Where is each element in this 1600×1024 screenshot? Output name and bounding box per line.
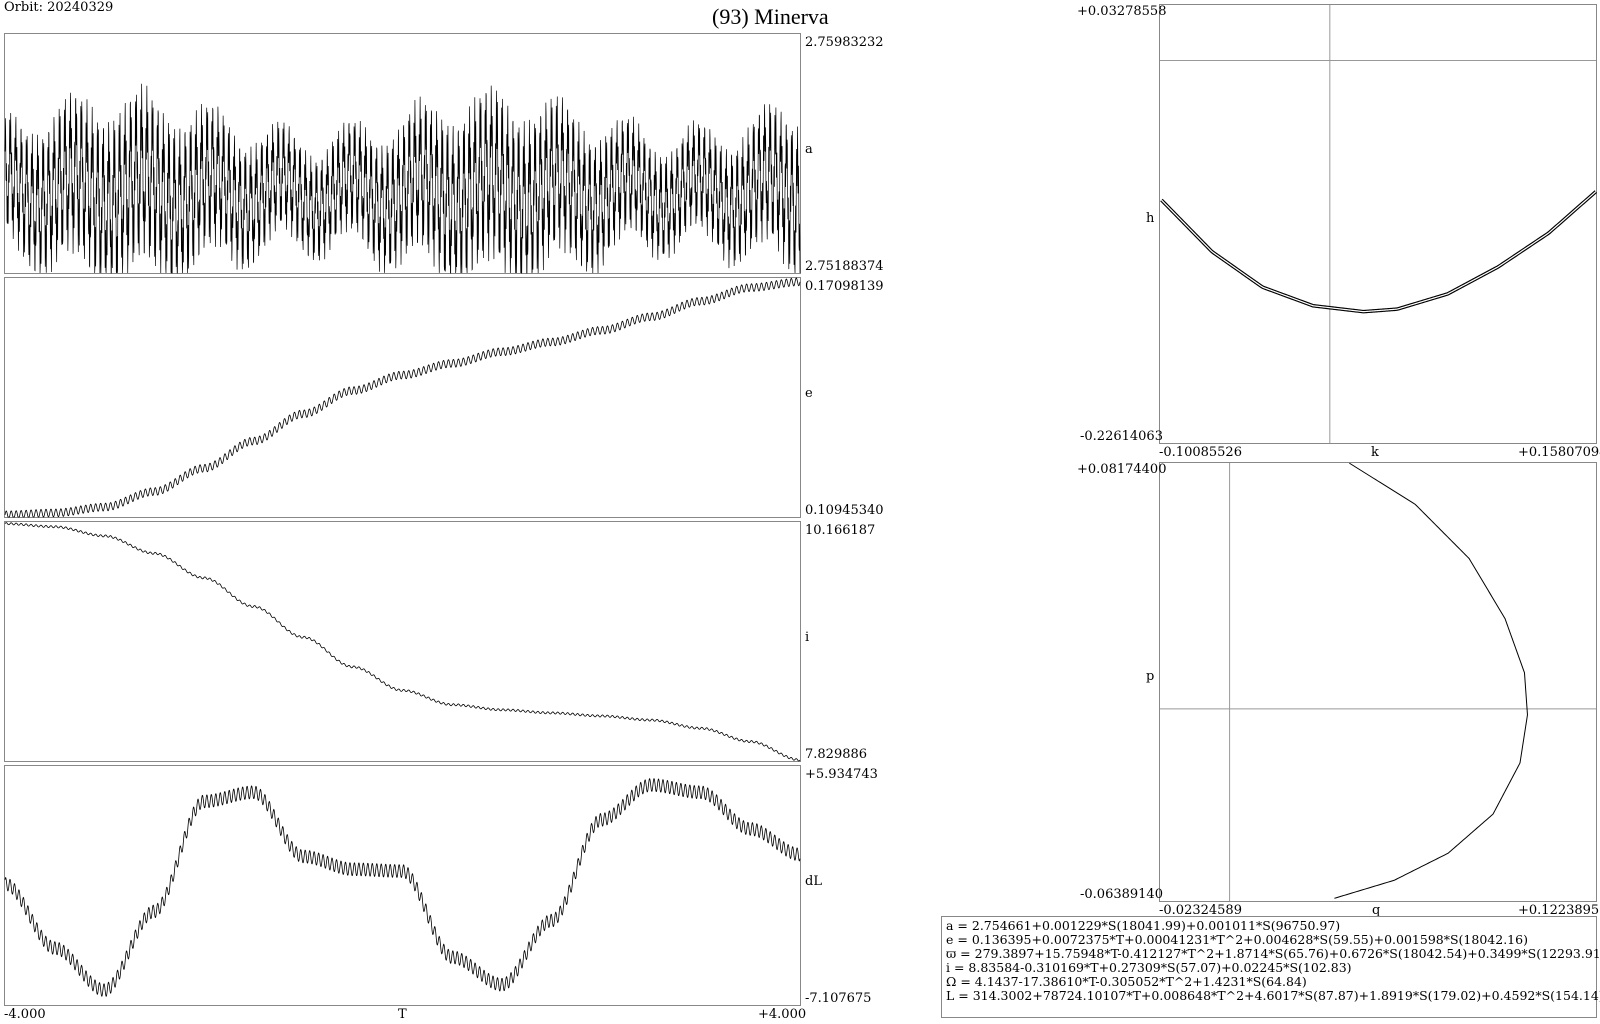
hk-xmin-label: -0.10085526 xyxy=(1159,445,1242,460)
i-ymin-label: 7.829886 xyxy=(805,747,868,762)
panel-dL xyxy=(4,765,801,1006)
hk-axis-label-h: h xyxy=(1146,211,1155,226)
panel-hk xyxy=(1159,4,1597,444)
pq-curve xyxy=(1334,462,1528,899)
plot-title: (93) Minerva xyxy=(712,4,829,29)
dL-ymin-label: -7.107675 xyxy=(805,991,872,1006)
equation-e: e = 0.136395+0.0072375*T+0.00041231*T^2+… xyxy=(946,932,1528,947)
equations-box: a = 2.754661+0.001229*S(18041.99)+0.0010… xyxy=(941,916,1600,1018)
t-max-label: +4.000 xyxy=(758,1007,807,1022)
hk-xmax-label: +0.15807094 xyxy=(1518,445,1600,460)
pq-xmax-label: +0.12238951 xyxy=(1518,903,1600,918)
a-axis-label: a xyxy=(805,142,813,157)
a-ymax-label: 2.75983232 xyxy=(805,35,884,50)
pq-ymin-label: -0.06389140 xyxy=(1080,887,1163,902)
dL-ymax-label: +5.934743 xyxy=(805,767,878,782)
e-ymax-label: 0.17098139 xyxy=(805,279,884,294)
hk-ymin-label: -0.22614063 xyxy=(1080,429,1163,444)
series-e xyxy=(4,277,801,518)
pq-axis-label-q: q xyxy=(1372,903,1381,918)
pq-ymax-label: +0.08174400 xyxy=(1077,462,1167,477)
pq-axis-label-p: p xyxy=(1146,669,1155,684)
panel-e xyxy=(4,277,801,518)
equation-omega: Ω = 4.1437-17.38610*T-0.305052*T^2+1.423… xyxy=(946,974,1307,989)
a-ymin-label: 2.75188374 xyxy=(805,259,884,274)
equation-varpi: ϖ = 279.3897+15.75948*T-0.412127*T^2+1.8… xyxy=(946,946,1600,961)
equation-i: i = 8.83584-0.310169*T+0.27309*S(57.07)+… xyxy=(946,960,1352,975)
series-i xyxy=(4,522,801,762)
hk-ymax-label: +0.03278558 xyxy=(1077,4,1167,19)
hk-curve-outer xyxy=(1160,190,1598,314)
e-axis-label: e xyxy=(805,386,813,401)
pq-xmin-label: -0.02324589 xyxy=(1159,903,1242,918)
hk-axis-label-k: k xyxy=(1371,445,1379,460)
hk-curve-inner xyxy=(1161,191,1597,313)
t-axis-label: T xyxy=(398,1007,407,1022)
series-a xyxy=(4,83,801,274)
orbit-label: Orbit: 20240329 xyxy=(4,0,114,15)
equation-a: a = 2.754661+0.001229*S(18041.99)+0.0010… xyxy=(946,918,1341,933)
i-axis-label: i xyxy=(805,630,810,645)
i-ymax-label: 10.166187 xyxy=(805,523,876,538)
equation-L: L = 314.3002+78724.10107*T+0.008648*T^2+… xyxy=(946,988,1600,1003)
dL-axis-label: dL xyxy=(805,874,822,889)
t-min-label: -4.000 xyxy=(4,1007,46,1022)
e-ymin-label: 0.10945340 xyxy=(805,503,884,518)
series-dL xyxy=(4,778,801,997)
panel-pq xyxy=(1159,462,1597,902)
